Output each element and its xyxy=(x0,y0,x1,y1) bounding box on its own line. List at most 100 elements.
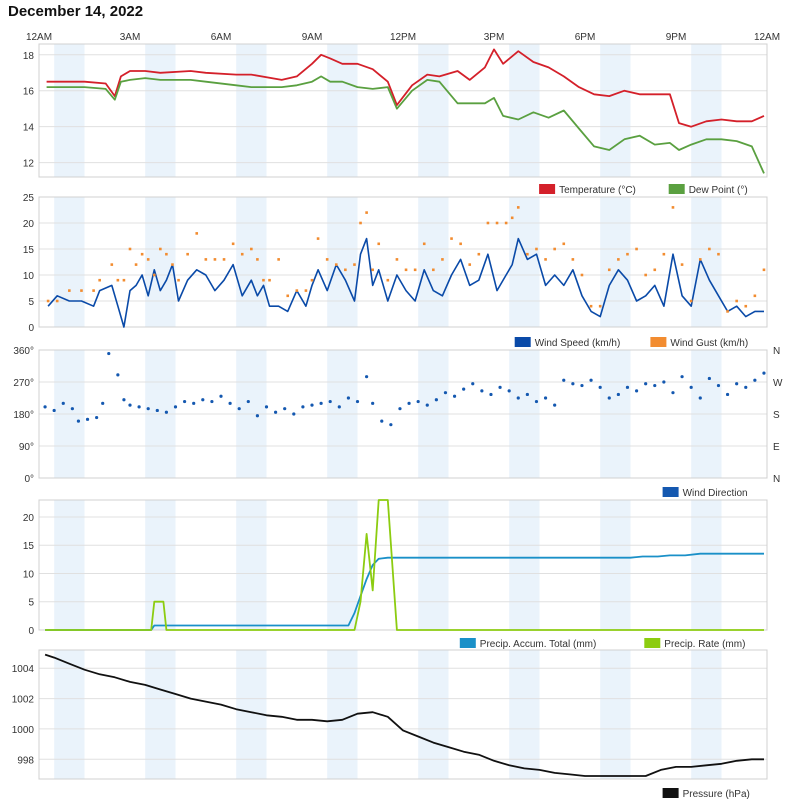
direction-point xyxy=(95,415,99,420)
gust-point xyxy=(195,232,199,235)
compass-label: S xyxy=(773,410,780,421)
gust-point xyxy=(589,304,593,308)
direction-point xyxy=(389,423,393,427)
legend-swatch xyxy=(662,788,679,798)
gust-point xyxy=(413,268,417,272)
gust-point xyxy=(325,258,329,261)
direction-point xyxy=(543,396,548,400)
gust-point xyxy=(110,263,114,266)
compass-label: N xyxy=(773,346,780,357)
gust-point xyxy=(46,299,50,303)
gust-point xyxy=(744,304,748,308)
direction-point xyxy=(365,375,369,379)
gust-point xyxy=(535,247,538,251)
series-line-dew-point- xyxy=(46,75,765,174)
direction-point xyxy=(616,392,620,397)
direction-point xyxy=(283,407,287,411)
plot-frame xyxy=(38,649,768,780)
time-band xyxy=(418,650,449,779)
legend-label: Temperature (°C) xyxy=(559,185,636,196)
direction-point xyxy=(70,407,74,411)
gust-point xyxy=(486,221,490,225)
y-tick-label: 360° xyxy=(13,346,34,357)
time-band xyxy=(54,500,85,630)
plot-frame xyxy=(38,43,768,178)
direction-point xyxy=(571,382,575,386)
time-tick-label: 9PM xyxy=(666,32,687,43)
gust-point xyxy=(450,237,453,240)
direction-point xyxy=(634,389,639,393)
direction-point xyxy=(274,410,278,414)
y-tick-label: 15 xyxy=(23,541,35,552)
time-band xyxy=(509,650,540,779)
gust-point xyxy=(377,242,381,246)
legend-label: Pressure (hPa) xyxy=(683,789,750,800)
legend-swatch xyxy=(514,337,531,347)
gust-point xyxy=(598,304,602,308)
gust-point xyxy=(128,247,132,251)
series-line-pressure-hpa- xyxy=(44,653,764,777)
direction-point xyxy=(562,378,566,382)
plot-frame xyxy=(38,349,768,479)
page-title: December 14, 2022 xyxy=(8,3,144,20)
direction-point xyxy=(219,394,223,398)
gust-point xyxy=(671,206,675,209)
gust-point xyxy=(152,273,156,277)
direction-point xyxy=(237,407,241,411)
direction-point xyxy=(380,419,384,423)
direction-point xyxy=(553,403,557,407)
y-tick-label: 1004 xyxy=(12,664,35,675)
compass-label: W xyxy=(773,378,783,389)
legend-swatch xyxy=(650,337,667,347)
direction-point xyxy=(735,382,739,386)
gust-point xyxy=(353,263,356,266)
time-band xyxy=(327,650,358,779)
gust-point xyxy=(468,263,472,266)
gust-point xyxy=(213,258,217,261)
legend-swatch xyxy=(459,638,476,648)
direction-point xyxy=(416,399,420,404)
direction-point xyxy=(146,407,150,411)
direction-point xyxy=(128,403,132,407)
y-tick-label: 0 xyxy=(28,323,34,334)
series-line-wind-speed-km-h- xyxy=(47,237,764,328)
gust-point xyxy=(553,247,556,251)
gust-point xyxy=(607,268,611,272)
direction-point xyxy=(355,399,360,404)
gust-point xyxy=(256,258,259,261)
direction-point xyxy=(653,383,657,388)
direction-point xyxy=(246,399,250,404)
direction-point xyxy=(52,408,56,413)
direction-point xyxy=(107,351,111,356)
gust-point xyxy=(717,252,720,256)
legend-swatch xyxy=(539,184,556,194)
y-tick-label: 10 xyxy=(23,569,35,580)
time-band xyxy=(600,44,631,177)
direction-point xyxy=(371,401,375,405)
y-tick-label: 270° xyxy=(13,378,34,389)
legend-label: Precip. Accum. Total (mm) xyxy=(480,639,597,650)
gust-point xyxy=(68,289,71,292)
plot-frame xyxy=(38,196,768,328)
gust-point xyxy=(116,278,120,282)
y-tick-label: 16 xyxy=(23,87,35,98)
time-band xyxy=(691,197,722,327)
time-band xyxy=(236,44,267,177)
gust-point xyxy=(544,258,547,261)
time-band xyxy=(418,197,449,327)
direction-point xyxy=(598,385,602,389)
y-tick-label: 1000 xyxy=(12,725,35,736)
direction-point xyxy=(116,373,120,377)
time-band xyxy=(600,197,631,327)
direction-point xyxy=(644,382,648,386)
time-band xyxy=(54,197,85,327)
direction-point xyxy=(137,405,141,409)
direction-point xyxy=(716,383,721,388)
gust-point xyxy=(432,268,435,272)
time-band xyxy=(509,44,540,177)
gust-point xyxy=(55,299,59,303)
direction-point xyxy=(122,398,126,402)
gust-point xyxy=(240,252,244,256)
time-band xyxy=(327,197,358,327)
direction-point xyxy=(516,396,520,400)
